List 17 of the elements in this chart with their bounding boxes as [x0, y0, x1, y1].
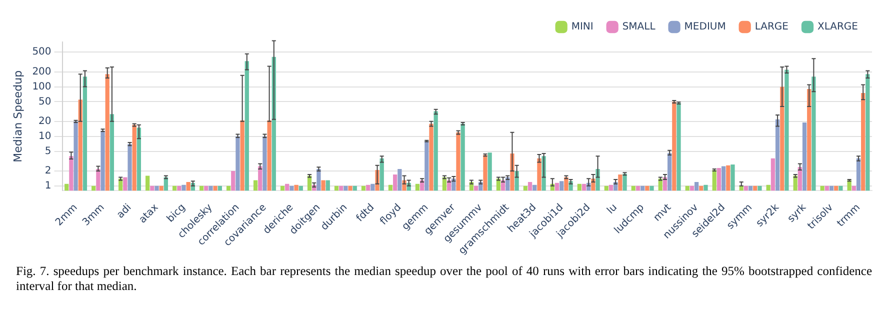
legend-label: LARGE [754, 22, 789, 33]
y-tick-label: 50 [38, 96, 52, 108]
caption: Fig. 7. speedups per benchmark instance. Each bar represents the median speedup over the pool of 40 runs with error bars indicating the 95% bootstrapped confidence interval for that median. [15, 263, 873, 294]
y-tick-label: 200 [32, 66, 52, 78]
x-tick-label: adi [115, 202, 134, 221]
y-tick-label: 10 [38, 130, 52, 142]
legend-label: MINI [571, 22, 594, 33]
y-tick-label: 1 [44, 180, 52, 192]
y-tick-label: 500 [32, 46, 52, 58]
y-tick-label: 100 [32, 81, 52, 92]
y-tick-label: 20 [38, 116, 52, 128]
y-tick-label: 2 [44, 166, 52, 177]
y-axis-title: Median Speedup [11, 70, 24, 162]
y-tick-label: 5 [44, 146, 52, 157]
legend-label: MEDIUM [684, 22, 726, 33]
legend-label: SMALL [622, 22, 656, 33]
legend-label: XLARGE [817, 22, 858, 33]
